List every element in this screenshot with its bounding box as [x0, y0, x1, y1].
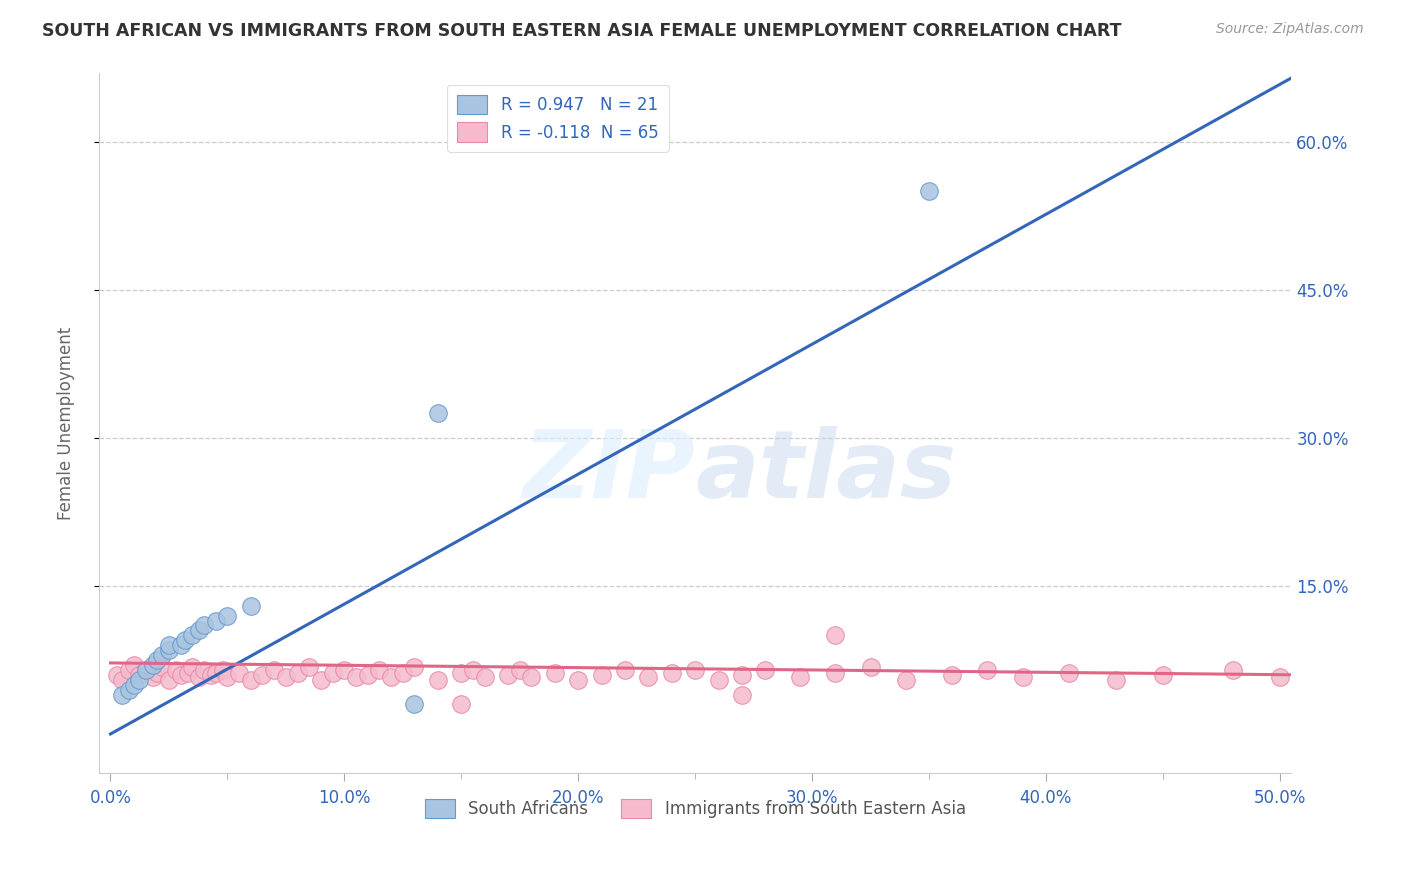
Point [380, 670, 402, 684]
Point [322, 665, 344, 680]
Point [404, 698, 426, 712]
Point [754, 663, 776, 677]
Point [520, 670, 543, 684]
Point [368, 663, 391, 677]
Point [707, 673, 730, 687]
Y-axis label: Female Unemployment: Female Unemployment [58, 326, 75, 520]
Point [661, 665, 683, 680]
Point [146, 653, 169, 667]
Point [333, 663, 356, 677]
Point [614, 663, 637, 677]
Point [1268, 670, 1291, 684]
Point [188, 624, 211, 638]
Point [111, 673, 134, 687]
Point [150, 648, 173, 662]
Point [287, 665, 309, 680]
Legend: South Africans, Immigrants from South Eastern Asia: South Africans, Immigrants from South Ea… [418, 792, 973, 824]
Point [174, 633, 197, 648]
Point [637, 670, 659, 684]
Point [426, 673, 449, 687]
Point [157, 673, 180, 687]
Point [239, 673, 262, 687]
Point [567, 673, 589, 687]
Point [274, 670, 297, 684]
Point [731, 688, 754, 702]
Point [150, 660, 173, 674]
Text: Source: ZipAtlas.com: Source: ZipAtlas.com [1216, 22, 1364, 37]
Point [176, 665, 198, 680]
Point [1222, 663, 1244, 677]
Point [252, 667, 274, 681]
Point [217, 670, 239, 684]
Point [426, 406, 449, 420]
Point [118, 682, 141, 697]
Point [181, 628, 204, 642]
Point [169, 638, 191, 652]
Point [941, 667, 963, 681]
Point [976, 663, 998, 677]
Text: ZIP: ZIP [522, 426, 695, 518]
Point [193, 618, 215, 632]
Point [263, 663, 285, 677]
Point [111, 688, 134, 702]
Point [344, 670, 367, 684]
Point [859, 660, 882, 674]
Point [1105, 673, 1128, 687]
Point [450, 665, 472, 680]
Point [157, 638, 180, 652]
Point [181, 660, 204, 674]
Point [217, 608, 239, 623]
Point [824, 628, 846, 642]
Point [193, 663, 215, 677]
Point [169, 667, 191, 681]
Point [228, 665, 250, 680]
Point [107, 667, 129, 681]
Point [211, 663, 233, 677]
Point [188, 670, 211, 684]
Point [544, 665, 567, 680]
Point [165, 663, 187, 677]
Point [128, 667, 150, 681]
Point [142, 670, 165, 684]
Point [128, 673, 150, 687]
Point [474, 670, 496, 684]
Text: SOUTH AFRICAN VS IMMIGRANTS FROM SOUTH EASTERN ASIA FEMALE UNEMPLOYMENT CORRELAT: SOUTH AFRICAN VS IMMIGRANTS FROM SOUTH E… [42, 22, 1122, 40]
Point [404, 660, 426, 674]
Point [824, 665, 846, 680]
Point [894, 673, 917, 687]
Point [918, 185, 941, 199]
Point [496, 667, 519, 681]
Point [298, 660, 321, 674]
Point [157, 643, 180, 657]
Point [1011, 670, 1033, 684]
Point [135, 663, 157, 677]
Point [122, 657, 145, 672]
Point [1152, 667, 1174, 681]
Point [450, 698, 472, 712]
Point [789, 670, 811, 684]
Point [204, 665, 226, 680]
Point [391, 665, 413, 680]
Point [142, 657, 165, 672]
Point [239, 599, 262, 613]
Point [683, 663, 706, 677]
Point [135, 663, 157, 677]
Point [1059, 665, 1081, 680]
Point [357, 667, 380, 681]
Point [122, 678, 145, 692]
Point [146, 665, 169, 680]
Point [309, 673, 332, 687]
Point [731, 667, 754, 681]
Point [204, 614, 226, 628]
Point [591, 667, 613, 681]
Point [118, 663, 141, 677]
Point [509, 663, 531, 677]
Point [461, 663, 484, 677]
Point [200, 667, 222, 681]
Text: atlas: atlas [695, 426, 956, 518]
